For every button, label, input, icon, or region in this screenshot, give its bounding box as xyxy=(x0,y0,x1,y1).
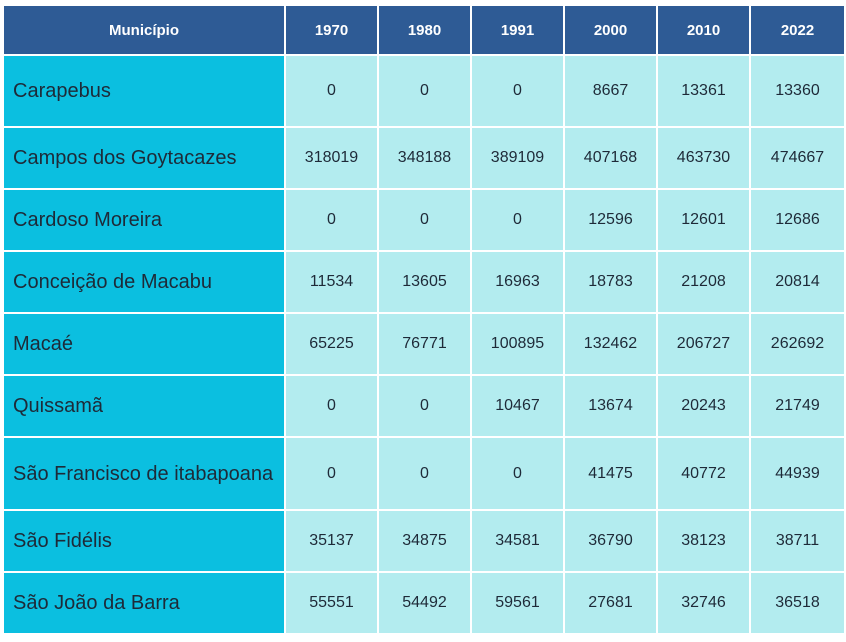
value-cell: 12686 xyxy=(751,190,844,252)
municipio-cell: Carapebus xyxy=(4,56,286,128)
value-cell: 59561 xyxy=(472,573,565,635)
value-cell: 76771 xyxy=(379,314,472,376)
value-cell: 44939 xyxy=(751,438,844,511)
table-row: Cardoso Moreira 0 0 0 12596 12601 12686 xyxy=(4,190,844,252)
table-row: São Fidélis 35137 34875 34581 36790 3812… xyxy=(4,511,844,573)
value-cell: 100895 xyxy=(472,314,565,376)
value-cell: 41475 xyxy=(565,438,658,511)
municipio-cell: Campos dos Goytacazes xyxy=(4,128,286,190)
value-cell: 21208 xyxy=(658,252,751,314)
value-cell: 40772 xyxy=(658,438,751,511)
value-cell: 132462 xyxy=(565,314,658,376)
municipio-cell: São Francisco de itabapoana xyxy=(4,438,286,511)
value-cell: 35137 xyxy=(286,511,379,573)
value-cell: 32746 xyxy=(658,573,751,635)
value-cell: 0 xyxy=(379,190,472,252)
value-cell: 348188 xyxy=(379,128,472,190)
table-row: São Francisco de itabapoana 0 0 0 41475 … xyxy=(4,438,844,511)
header-row: Município 1970 1980 1991 2000 2010 2022 xyxy=(4,6,844,56)
value-cell: 0 xyxy=(286,376,379,438)
value-cell: 13674 xyxy=(565,376,658,438)
municipio-cell: São Fidélis xyxy=(4,511,286,573)
value-cell: 34875 xyxy=(379,511,472,573)
header-1991: 1991 xyxy=(472,6,565,56)
value-cell: 18783 xyxy=(565,252,658,314)
table-row: Carapebus 0 0 0 8667 13361 13360 xyxy=(4,56,844,128)
value-cell: 54492 xyxy=(379,573,472,635)
value-cell: 55551 xyxy=(286,573,379,635)
value-cell: 0 xyxy=(379,376,472,438)
value-cell: 65225 xyxy=(286,314,379,376)
value-cell: 11534 xyxy=(286,252,379,314)
value-cell: 16963 xyxy=(472,252,565,314)
value-cell: 0 xyxy=(286,190,379,252)
value-cell: 27681 xyxy=(565,573,658,635)
header-2000: 2000 xyxy=(565,6,658,56)
value-cell: 0 xyxy=(286,438,379,511)
value-cell: 474667 xyxy=(751,128,844,190)
value-cell: 36790 xyxy=(565,511,658,573)
header-1970: 1970 xyxy=(286,6,379,56)
value-cell: 8667 xyxy=(565,56,658,128)
value-cell: 0 xyxy=(472,56,565,128)
table-row: Quissamã 0 0 10467 13674 20243 21749 xyxy=(4,376,844,438)
value-cell: 38123 xyxy=(658,511,751,573)
value-cell: 0 xyxy=(379,438,472,511)
value-cell: 13361 xyxy=(658,56,751,128)
value-cell: 12596 xyxy=(565,190,658,252)
table-row: Macaé 65225 76771 100895 132462 206727 2… xyxy=(4,314,844,376)
municipio-cell: Cardoso Moreira xyxy=(4,190,286,252)
municipio-cell: São João da Barra xyxy=(4,573,286,635)
value-cell: 10467 xyxy=(472,376,565,438)
value-cell: 463730 xyxy=(658,128,751,190)
value-cell: 0 xyxy=(286,56,379,128)
value-cell: 13360 xyxy=(751,56,844,128)
municipio-cell: Macaé xyxy=(4,314,286,376)
value-cell: 34581 xyxy=(472,511,565,573)
table-row: Conceição de Macabu 11534 13605 16963 18… xyxy=(4,252,844,314)
value-cell: 0 xyxy=(472,438,565,511)
table-row: São João da Barra 55551 54492 59561 2768… xyxy=(4,573,844,635)
municipio-cell: Quissamã xyxy=(4,376,286,438)
value-cell: 36518 xyxy=(751,573,844,635)
value-cell: 407168 xyxy=(565,128,658,190)
value-cell: 12601 xyxy=(658,190,751,252)
value-cell: 13605 xyxy=(379,252,472,314)
value-cell: 21749 xyxy=(751,376,844,438)
value-cell: 0 xyxy=(379,56,472,128)
value-cell: 206727 xyxy=(658,314,751,376)
table-row: Campos dos Goytacazes 318019 348188 3891… xyxy=(4,128,844,190)
value-cell: 20243 xyxy=(658,376,751,438)
value-cell: 262692 xyxy=(751,314,844,376)
municipio-cell: Conceição de Macabu xyxy=(4,252,286,314)
value-cell: 20814 xyxy=(751,252,844,314)
value-cell: 0 xyxy=(472,190,565,252)
population-table: Município 1970 1980 1991 2000 2010 2022 … xyxy=(4,6,844,635)
value-cell: 389109 xyxy=(472,128,565,190)
header-municipio: Município xyxy=(4,6,286,56)
header-1980: 1980 xyxy=(379,6,472,56)
header-2022: 2022 xyxy=(751,6,844,56)
value-cell: 318019 xyxy=(286,128,379,190)
value-cell: 38711 xyxy=(751,511,844,573)
header-2010: 2010 xyxy=(658,6,751,56)
